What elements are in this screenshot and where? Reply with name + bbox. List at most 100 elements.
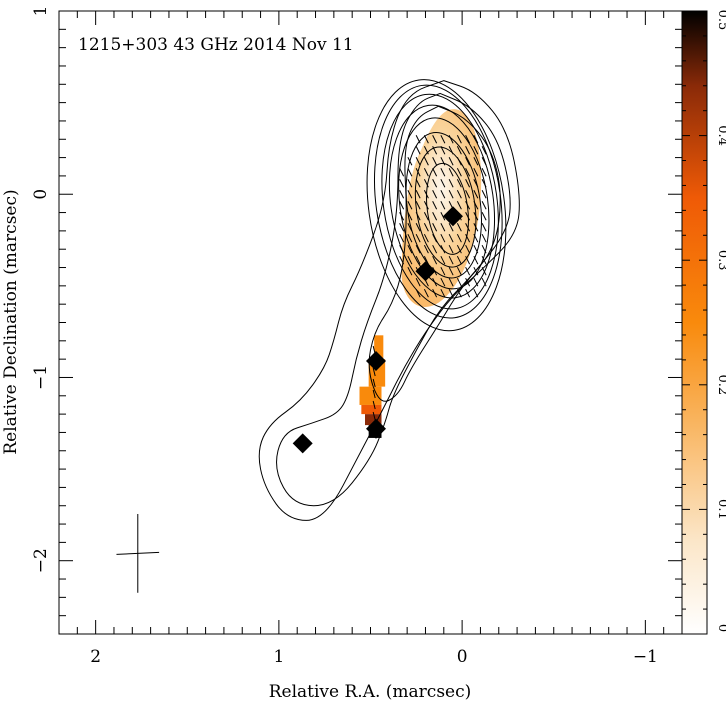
evpa-tick bbox=[415, 168, 421, 177]
evpa-tick bbox=[399, 179, 405, 188]
evpa-tick bbox=[448, 255, 454, 265]
evpa-tick bbox=[423, 168, 429, 177]
evpa-tick bbox=[432, 168, 438, 177]
evpa-tick bbox=[456, 135, 462, 144]
evpa-tick bbox=[440, 135, 446, 144]
evpa-tick bbox=[448, 168, 454, 177]
y-tick-label: −2 bbox=[31, 548, 51, 573]
evpa-tick bbox=[481, 211, 487, 221]
evpa-tick bbox=[481, 201, 487, 210]
component-marker bbox=[365, 418, 386, 439]
evpa-tick bbox=[432, 211, 438, 221]
evpa-tick bbox=[465, 211, 471, 221]
evpa-tick bbox=[372, 400, 376, 410]
colorbar-tick-label: 0.5 bbox=[715, 10, 726, 31]
colorbar-tick-label: 0.2 bbox=[715, 374, 726, 395]
evpa-tick bbox=[473, 190, 479, 199]
evpa-tick bbox=[423, 146, 429, 155]
evpa-tick bbox=[448, 179, 454, 188]
evpa-tick bbox=[423, 179, 429, 188]
colorbar-ticks bbox=[682, 10, 707, 635]
y-tick-label: 0 bbox=[31, 189, 51, 200]
x-tick-label: 1 bbox=[273, 647, 284, 667]
evpa-tick bbox=[399, 201, 405, 210]
evpa-tick bbox=[432, 288, 438, 298]
x-tick-label: 2 bbox=[90, 647, 101, 667]
evpa-tick bbox=[399, 255, 405, 265]
component-marker bbox=[415, 261, 436, 282]
evpa-tick bbox=[415, 146, 421, 155]
evpa-tick bbox=[456, 277, 462, 287]
knot-pixel bbox=[359, 386, 382, 405]
evpa-tick bbox=[448, 288, 454, 298]
evpa-tick bbox=[473, 168, 479, 177]
evpa-tick bbox=[423, 233, 429, 243]
evpa-tick bbox=[465, 255, 471, 265]
evpa-tick bbox=[415, 233, 421, 243]
contour-line bbox=[366, 79, 507, 332]
evpa-tick bbox=[481, 146, 487, 155]
knot-pixel bbox=[374, 335, 384, 360]
evpa-tick bbox=[423, 222, 429, 232]
evpa-tick bbox=[448, 222, 454, 232]
evpa-tick bbox=[407, 190, 413, 199]
evpa-tick bbox=[432, 244, 438, 254]
colorbar-tick-label: 0 bbox=[715, 624, 726, 632]
evpa-tick bbox=[456, 244, 462, 254]
evpa-tick bbox=[456, 146, 462, 155]
evpa-tick bbox=[481, 222, 487, 232]
evpa-tick bbox=[465, 168, 471, 177]
evpa-tick bbox=[481, 168, 487, 177]
contour-line bbox=[276, 92, 511, 507]
polarization-heatmap bbox=[359, 109, 482, 438]
evpa-tick bbox=[407, 168, 413, 177]
evpa-tick bbox=[440, 277, 446, 287]
evpa-tick bbox=[473, 277, 479, 287]
evpa-tick bbox=[407, 244, 413, 254]
evpa-tick bbox=[473, 179, 479, 188]
evpa-tick bbox=[415, 157, 421, 166]
plot-frame bbox=[58, 10, 683, 635]
evpa-tick bbox=[399, 233, 405, 243]
evpa-tick bbox=[423, 201, 429, 210]
evpa-tick bbox=[465, 277, 471, 287]
beam-minor-axis bbox=[116, 551, 160, 555]
evpa-tick bbox=[465, 288, 471, 298]
evpa-tick bbox=[481, 244, 487, 254]
x-axis-ticks bbox=[58, 11, 683, 634]
evpa-tick bbox=[432, 201, 438, 210]
evpa-tick bbox=[423, 244, 429, 254]
knot-pixel bbox=[361, 404, 382, 415]
evpa-tick bbox=[456, 288, 462, 298]
evpa-tick bbox=[432, 190, 438, 199]
evpa-tick bbox=[440, 201, 446, 210]
evpa-tick bbox=[372, 411, 376, 421]
evpa-tick bbox=[440, 157, 446, 166]
evpa-tick bbox=[465, 266, 471, 276]
evpa-tick bbox=[465, 201, 471, 210]
evpa-tick bbox=[481, 157, 487, 166]
evpa-tick bbox=[456, 179, 462, 188]
evpa-tick bbox=[473, 222, 479, 232]
evpa-tick bbox=[423, 190, 429, 199]
evpa-tick bbox=[440, 244, 446, 254]
evpa-tick bbox=[465, 179, 471, 188]
contour-line bbox=[258, 80, 520, 521]
y-axis-label: Relative Declination (marcsec) bbox=[1, 189, 21, 454]
component-marker bbox=[442, 206, 463, 227]
evpa-tick bbox=[372, 378, 376, 388]
evpa-tick bbox=[399, 190, 405, 199]
x-tick-label: 0 bbox=[457, 647, 468, 667]
plot-title: 1215+303 43 GHz 2014 Nov 11 bbox=[78, 35, 354, 55]
evpa-tick bbox=[399, 168, 405, 177]
y-axis-ticks bbox=[59, 10, 682, 635]
evpa-tick bbox=[423, 157, 429, 166]
evpa-tick bbox=[440, 179, 446, 188]
colorbar-tick-label: 0.4 bbox=[715, 125, 726, 146]
evpa-tick bbox=[432, 222, 438, 232]
evpa-tick bbox=[407, 255, 413, 265]
evpa-tick bbox=[440, 222, 446, 232]
evpa-tick bbox=[448, 266, 454, 276]
evpa-tick bbox=[448, 190, 454, 199]
